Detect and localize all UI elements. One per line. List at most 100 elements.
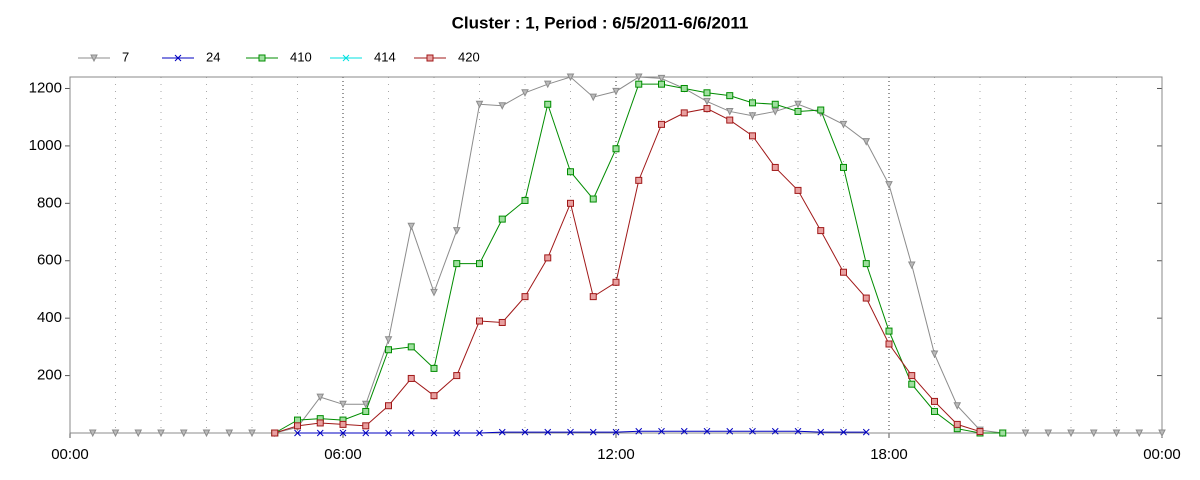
marker: [294, 429, 301, 437]
marker: [749, 427, 756, 435]
marker: [862, 428, 870, 436]
plot-frame: [69, 76, 1163, 434]
marker: [817, 106, 825, 114]
marker: [452, 227, 461, 235]
marker: [385, 346, 392, 354]
marker: [612, 145, 620, 153]
marker: [567, 168, 574, 176]
marker: [407, 343, 415, 351]
marker: [544, 100, 552, 108]
marker: [498, 215, 506, 223]
marker: [316, 429, 324, 437]
marker: [612, 428, 620, 436]
marker: [635, 176, 643, 184]
marker: [294, 422, 301, 430]
y-tick-label: 200: [37, 367, 62, 384]
marker: [771, 100, 779, 108]
marker: [225, 429, 234, 438]
marker: [498, 102, 507, 110]
marker: [953, 420, 961, 428]
marker: [908, 380, 916, 388]
marker: [658, 427, 665, 435]
series-line: [274, 83, 1003, 434]
marker: [634, 73, 643, 82]
marker: [1021, 429, 1030, 438]
marker: [680, 84, 688, 92]
marker: [407, 222, 416, 231]
marker: [248, 429, 256, 438]
marker: [931, 407, 938, 415]
marker: [658, 120, 665, 128]
marker: [817, 227, 825, 235]
chart-title: Cluster : 1, Period : 6/5/2011-6/6/2011: [452, 13, 749, 32]
marker: [589, 293, 597, 301]
marker: [703, 97, 711, 106]
marker: [430, 288, 438, 297]
marker: [339, 429, 347, 437]
x-tick-label: 12:00: [597, 446, 635, 463]
legend-marker: [426, 54, 434, 62]
series: [88, 73, 1166, 438]
marker: [1067, 429, 1075, 438]
y-tick-label: 600: [37, 252, 62, 269]
marker: [885, 327, 893, 335]
marker: [976, 428, 984, 436]
marker: [362, 407, 370, 415]
marker: [316, 393, 325, 402]
marker: [930, 350, 939, 359]
marker: [635, 427, 643, 435]
marker: [589, 428, 597, 436]
marker: [476, 260, 483, 268]
marker: [703, 427, 711, 435]
marker: [771, 427, 779, 435]
marker: [179, 429, 188, 438]
y-tick-label: 800: [37, 194, 62, 211]
marker: [635, 80, 643, 88]
marker: [134, 429, 143, 438]
marker: [407, 374, 415, 382]
marker: [339, 420, 347, 428]
marker: [521, 293, 529, 301]
marker: [271, 429, 279, 437]
marker: [885, 181, 893, 189]
marker: [771, 107, 780, 116]
marker: [748, 112, 757, 120]
marker: [362, 429, 370, 437]
x-tick-label: 06:00: [324, 446, 362, 463]
marker: [476, 429, 483, 437]
marker: [794, 186, 802, 194]
marker: [612, 278, 620, 286]
marker: [362, 422, 370, 430]
marker: [88, 429, 97, 438]
marker: [749, 99, 756, 107]
marker: [726, 116, 734, 124]
marker: [294, 416, 301, 424]
marker: [726, 427, 734, 435]
series-line: [92, 76, 1162, 434]
marker: [862, 260, 870, 268]
marker: [543, 80, 552, 89]
marker: [908, 372, 916, 380]
marker: [658, 80, 665, 88]
marker: [1158, 429, 1166, 438]
marker: [407, 429, 415, 437]
marker: [521, 428, 529, 436]
marker: [840, 268, 847, 276]
marker: [453, 429, 461, 437]
legend-marker: [342, 54, 350, 62]
marker: [521, 89, 529, 97]
marker: [725, 107, 734, 116]
marker: [1089, 429, 1098, 438]
marker: [794, 427, 802, 435]
marker: [680, 427, 688, 435]
marker: [771, 163, 779, 171]
marker: [840, 428, 847, 436]
legend-label: 410: [290, 49, 312, 64]
marker: [316, 419, 324, 427]
marker: [749, 132, 756, 140]
legend-label: 420: [458, 49, 480, 64]
x-tick-label: 00:00: [1143, 446, 1181, 463]
marker: [475, 100, 484, 109]
marker: [1135, 429, 1144, 438]
legend-marker: [90, 54, 98, 63]
